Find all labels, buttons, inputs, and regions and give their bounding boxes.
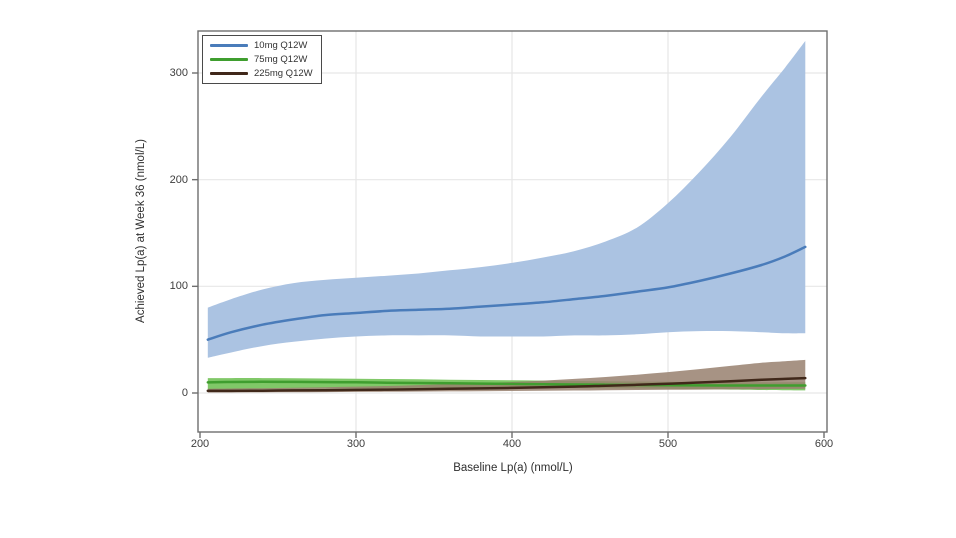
legend-item: 225mg Q12W	[210, 68, 313, 79]
legend-line-swatch	[210, 43, 248, 48]
legend-item-label: 75mg Q12W	[254, 54, 308, 65]
confidence-band-10mg-q12w	[207, 41, 806, 358]
legend: 10mg Q12W 75mg Q12W 225mg Q12W	[202, 35, 322, 84]
x-tick-label: 200	[190, 438, 210, 450]
x-tick-label: 600	[814, 438, 834, 450]
trend-line-10mg-q12w	[206, 245, 807, 341]
trend-line-225mg-q12w	[206, 376, 807, 393]
y-axis-title: Achieved Lp(a) at Week 36 (nmol/L)	[135, 139, 147, 323]
y-tick-label: 200	[169, 173, 188, 186]
y-tick-label: 0	[181, 387, 188, 399]
legend-item-label: 10mg Q12W	[254, 40, 308, 51]
legend-line-swatch	[210, 57, 248, 62]
x-tick-label: 500	[658, 438, 678, 450]
legend-item: 10mg Q12W	[210, 40, 313, 51]
trend-line-75mg-q12w	[206, 380, 807, 387]
y-tick-label: 300	[169, 67, 188, 79]
x-tick-label: 300	[346, 438, 366, 450]
x-tick-label: 400	[502, 438, 522, 450]
legend-item-label: 225mg Q12W	[254, 68, 313, 79]
legend-item: 75mg Q12W	[210, 54, 313, 65]
legend-line-swatch	[210, 71, 248, 76]
y-tick-label: 100	[169, 280, 188, 293]
x-axis-title: Baseline Lp(a) (nmol/L)	[453, 462, 573, 474]
